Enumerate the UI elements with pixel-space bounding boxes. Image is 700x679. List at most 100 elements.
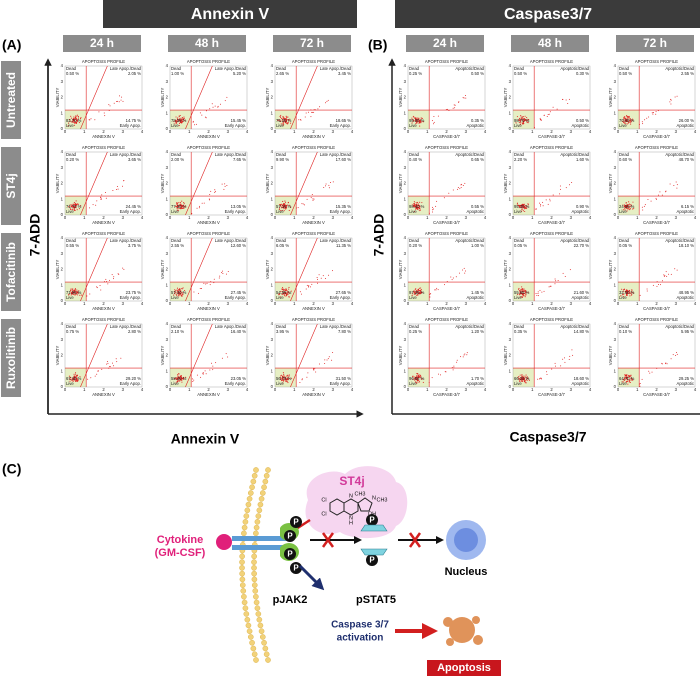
event-dot	[120, 99, 122, 101]
plot-y-label: VIABILITY	[608, 174, 613, 194]
x-tick-label: 1	[188, 129, 191, 134]
y-tick-label: 4	[271, 149, 274, 154]
y-tick-label: 4	[509, 235, 512, 240]
plot-x-label: ANNEXIN V	[92, 306, 115, 311]
event-dot	[281, 209, 283, 212]
event-dot	[643, 205, 645, 207]
x-tick-label: 0	[512, 387, 515, 392]
event-dot	[117, 188, 119, 190]
event-dot	[459, 272, 461, 274]
event-dot	[569, 184, 571, 186]
event-dot	[520, 114, 522, 117]
event-dot	[457, 186, 459, 188]
x-tick-label: 3	[465, 129, 468, 134]
event-dot	[282, 123, 284, 125]
plot-title: APOPTOSIS PROFILE	[530, 317, 573, 322]
event-dot	[318, 274, 320, 276]
event-dot	[546, 371, 548, 373]
x-tick-label: 4	[484, 387, 487, 392]
panel-label: (B)	[368, 37, 387, 53]
plot-title: APOPTOSIS PROFILE	[292, 145, 335, 150]
quadrant-value: 2.00 %	[171, 157, 184, 162]
event-dot	[431, 206, 433, 208]
quadrant-value: 16.40 %	[231, 329, 247, 334]
event-dot	[546, 374, 548, 376]
event-dot	[181, 295, 183, 298]
event-dot	[75, 200, 77, 202]
lipid-head	[241, 599, 248, 606]
x-tick-label: 4	[484, 301, 487, 306]
y-tick-label: 2	[614, 353, 617, 358]
event-dot	[94, 375, 96, 377]
event-dot	[287, 291, 289, 293]
quadrant-value: 2.20 %	[514, 157, 527, 162]
atom-label: N	[372, 495, 376, 501]
atom-label: Cl	[321, 497, 326, 503]
event-dot	[647, 198, 649, 200]
event-dot	[182, 121, 184, 123]
plot-y-label: VIABILITY	[265, 346, 270, 366]
event-dot	[569, 355, 571, 357]
event-dot	[81, 294, 83, 296]
y-tick-label: 2	[61, 267, 64, 272]
event-dot	[463, 97, 465, 99]
quadrant-value: 82.70 %	[66, 118, 82, 123]
event-dot	[518, 287, 520, 290]
quadrant-name: Dead	[66, 66, 77, 71]
event-dot	[279, 208, 281, 210]
event-dot	[676, 187, 678, 189]
event-dot	[178, 204, 180, 206]
event-dot	[180, 292, 182, 294]
row-label: Untreated	[4, 72, 18, 128]
quadrant-name: Live	[619, 295, 627, 300]
event-dot	[521, 286, 523, 288]
x-tick-label: 3	[122, 215, 125, 220]
event-dot	[71, 209, 73, 211]
event-dot	[119, 95, 121, 97]
event-dot	[67, 206, 70, 208]
event-dot	[417, 201, 419, 203]
atom-label: H	[349, 520, 353, 526]
quadrant-value: 0.35 %	[514, 329, 527, 334]
quadrant-value: 1.00 %	[171, 71, 184, 76]
event-dot	[205, 117, 207, 119]
event-dot	[311, 283, 313, 285]
y-tick-label: 3	[166, 165, 169, 170]
event-dot	[181, 200, 183, 202]
event-dot	[537, 295, 539, 297]
x-tick-label: 1	[293, 301, 296, 306]
quadrant-name: Early Apop.	[120, 381, 141, 386]
plot-frame	[169, 65, 248, 130]
event-dot	[319, 106, 321, 108]
time-label: 72 h	[300, 36, 324, 50]
quadrant-name: Live	[619, 381, 627, 386]
phospho-label: P	[287, 532, 293, 541]
event-dot	[310, 197, 312, 199]
event-dot	[626, 115, 628, 117]
event-dot	[282, 118, 284, 120]
event-dot	[76, 209, 78, 211]
quadrant-value: 1.60 %	[576, 157, 589, 162]
event-dot	[200, 376, 202, 378]
event-dot	[524, 210, 526, 213]
event-dot	[462, 356, 464, 358]
y-tick-label: 1	[61, 110, 64, 115]
event-dot	[69, 206, 71, 208]
event-dot	[111, 274, 113, 276]
event-dot	[90, 118, 92, 120]
event-dot	[178, 295, 180, 297]
y-tick-label: 0	[61, 384, 64, 389]
event-dot	[78, 290, 80, 292]
event-dot	[179, 204, 181, 207]
lipid-head	[249, 484, 255, 491]
event-dot	[97, 370, 99, 372]
event-dot	[203, 282, 205, 284]
event-dot	[302, 203, 304, 205]
event-dot	[199, 287, 201, 289]
event-dot	[301, 379, 303, 381]
event-dot	[565, 187, 567, 189]
event-dot	[177, 205, 179, 207]
quadrant-value: 0.50 %	[471, 71, 484, 76]
y-tick-label: 4	[61, 235, 64, 240]
